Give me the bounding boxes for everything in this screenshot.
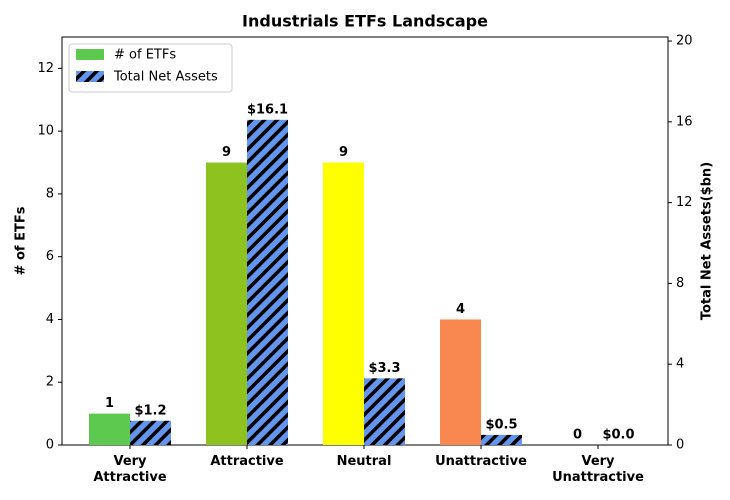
bar: [89, 413, 130, 445]
bar: [206, 162, 247, 446]
data-label: 0: [573, 428, 582, 443]
legend-box: [68, 43, 233, 93]
data-label: $1.2: [134, 403, 166, 418]
bar: [247, 119, 288, 445]
y-axis-title: # of ETFs: [14, 206, 29, 275]
bar: [323, 162, 364, 446]
y2-tick-label: 16: [676, 114, 693, 129]
y-tick-label: 12: [37, 61, 54, 76]
y2-tick-label: 8: [676, 276, 684, 291]
data-label: 9: [222, 145, 231, 160]
y-tick-label: 10: [37, 124, 54, 139]
bar: [440, 319, 481, 445]
y-tick-label: 6: [46, 249, 54, 264]
legend-label: # of ETFs: [114, 48, 176, 63]
y-tick-label: 4: [46, 312, 54, 327]
y-tick-label: 2: [46, 375, 54, 390]
bar: [130, 420, 171, 445]
data-label: $16.1: [247, 102, 288, 117]
data-label: 4: [456, 302, 465, 317]
x-tick-label: Attractive: [210, 454, 284, 469]
data-label: $3.3: [368, 361, 400, 376]
chart-title: Industrials ETFs Landscape: [242, 12, 488, 31]
x-tick-label: Neutral: [336, 454, 392, 469]
bar: [364, 378, 405, 445]
data-label: $0.5: [485, 417, 517, 432]
legend-label: Total Net Assets: [113, 70, 218, 85]
y-tick-label: 8: [46, 186, 54, 201]
y2-axis-title: Total Net Assets($bn): [700, 162, 715, 320]
y2-tick-label: 12: [676, 195, 693, 210]
y2-tick-label: 20: [676, 34, 693, 49]
x-tick-label: Unattractive: [435, 454, 527, 469]
data-label: 1: [105, 396, 114, 411]
data-label: 9: [339, 145, 348, 160]
y2-tick-label: 0: [676, 438, 684, 453]
bar: [481, 434, 522, 445]
legend-swatch: [76, 49, 104, 60]
legend-swatch: [76, 71, 104, 82]
y-tick-label: 0: [46, 438, 54, 453]
x-tick-label: Very Unattractive: [552, 454, 644, 485]
y2-tick-label: 4: [676, 357, 684, 372]
x-tick-label: Very Attractive: [93, 454, 167, 485]
data-label: $0.0: [602, 428, 634, 443]
